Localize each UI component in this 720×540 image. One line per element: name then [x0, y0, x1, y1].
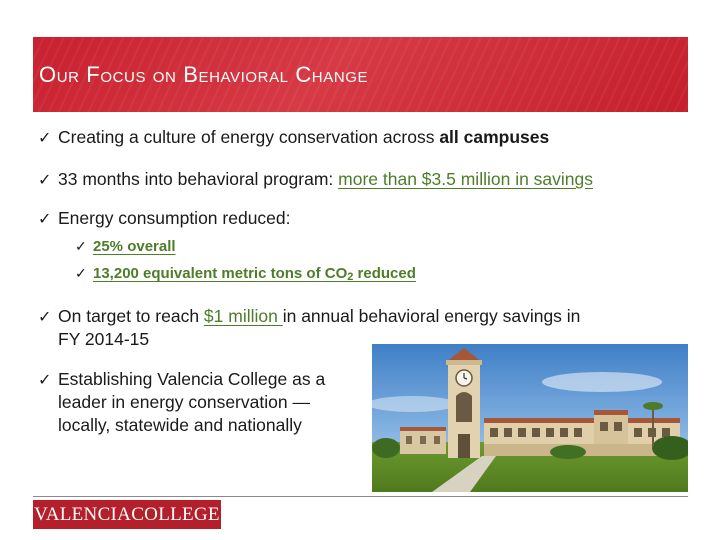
bullet-text: On target to reach [58, 306, 204, 326]
checkmark-icon: ✓ [38, 309, 52, 326]
co2-text-after: reduced [353, 265, 416, 282]
bullet-text-line2: leader in energy conservation — [58, 392, 310, 412]
bullet-culture: ✓ Creating a culture of energy conservati… [38, 126, 549, 150]
co2-subscript: 2 [347, 271, 354, 283]
checkmark-icon: ✓ [38, 130, 52, 147]
slide-title: Our Focus on Behavioral Change [39, 62, 369, 87]
sub-bullet-link[interactable]: 25% overall [93, 238, 176, 255]
footer-divider [33, 496, 688, 497]
bullet-text-line2: FY 2014-15 [58, 329, 150, 349]
valencia-college-logo: VALENCIA COLLEGE [33, 500, 221, 529]
bullet-target: ✓ On target to reach $1 million in annual… [38, 305, 580, 351]
bullet-savings: ✓ 33 months into behavioral program: more… [38, 168, 593, 192]
checkmark-icon: ✓ [75, 265, 87, 281]
bullet-bold-text: all campuses [439, 127, 550, 147]
bullet-leader: ✓ Establishing Valencia College as a leade… [38, 368, 325, 437]
bullet-text: 33 months into behavioral program: [58, 169, 339, 189]
co2-text: 13,200 equivalent metric tons of CO [93, 265, 348, 282]
checkmark-icon: ✓ [38, 372, 52, 389]
bullet-text: in annual behavioral energy savings in [282, 306, 581, 326]
sub-bullet-link[interactable]: 13,200 equivalent metric tons of CO2 red… [93, 265, 416, 283]
campus-photo [372, 344, 688, 492]
bullet-text: Establishing Valencia College as a [58, 369, 326, 389]
checkmark-icon: ✓ [38, 172, 52, 189]
savings-link[interactable]: more than $3.5 million in savings [338, 169, 594, 189]
title-band: Our Focus on Behavioral Change [33, 37, 688, 112]
checkmark-icon: ✓ [75, 238, 87, 254]
bullet-text: Energy consumption reduced: [58, 208, 291, 228]
bullet-consumption: ✓ Energy consumption reduced: [38, 207, 291, 231]
million-link[interactable]: $1 million [203, 306, 283, 326]
sub-bullet-overall: ✓ 25% overall [75, 238, 176, 255]
sub-bullet-co2: ✓ 13,200 equivalent metric tons of CO2 re… [75, 265, 416, 283]
bullet-text-line3: locally, statewide and nationally [58, 415, 302, 435]
logo-text-valencia: VALENCIA [34, 503, 132, 525]
bullet-text: Creating a culture of energy conservatio… [58, 127, 440, 147]
checkmark-icon: ✓ [38, 211, 52, 228]
logo-text-college: COLLEGE [131, 503, 220, 525]
